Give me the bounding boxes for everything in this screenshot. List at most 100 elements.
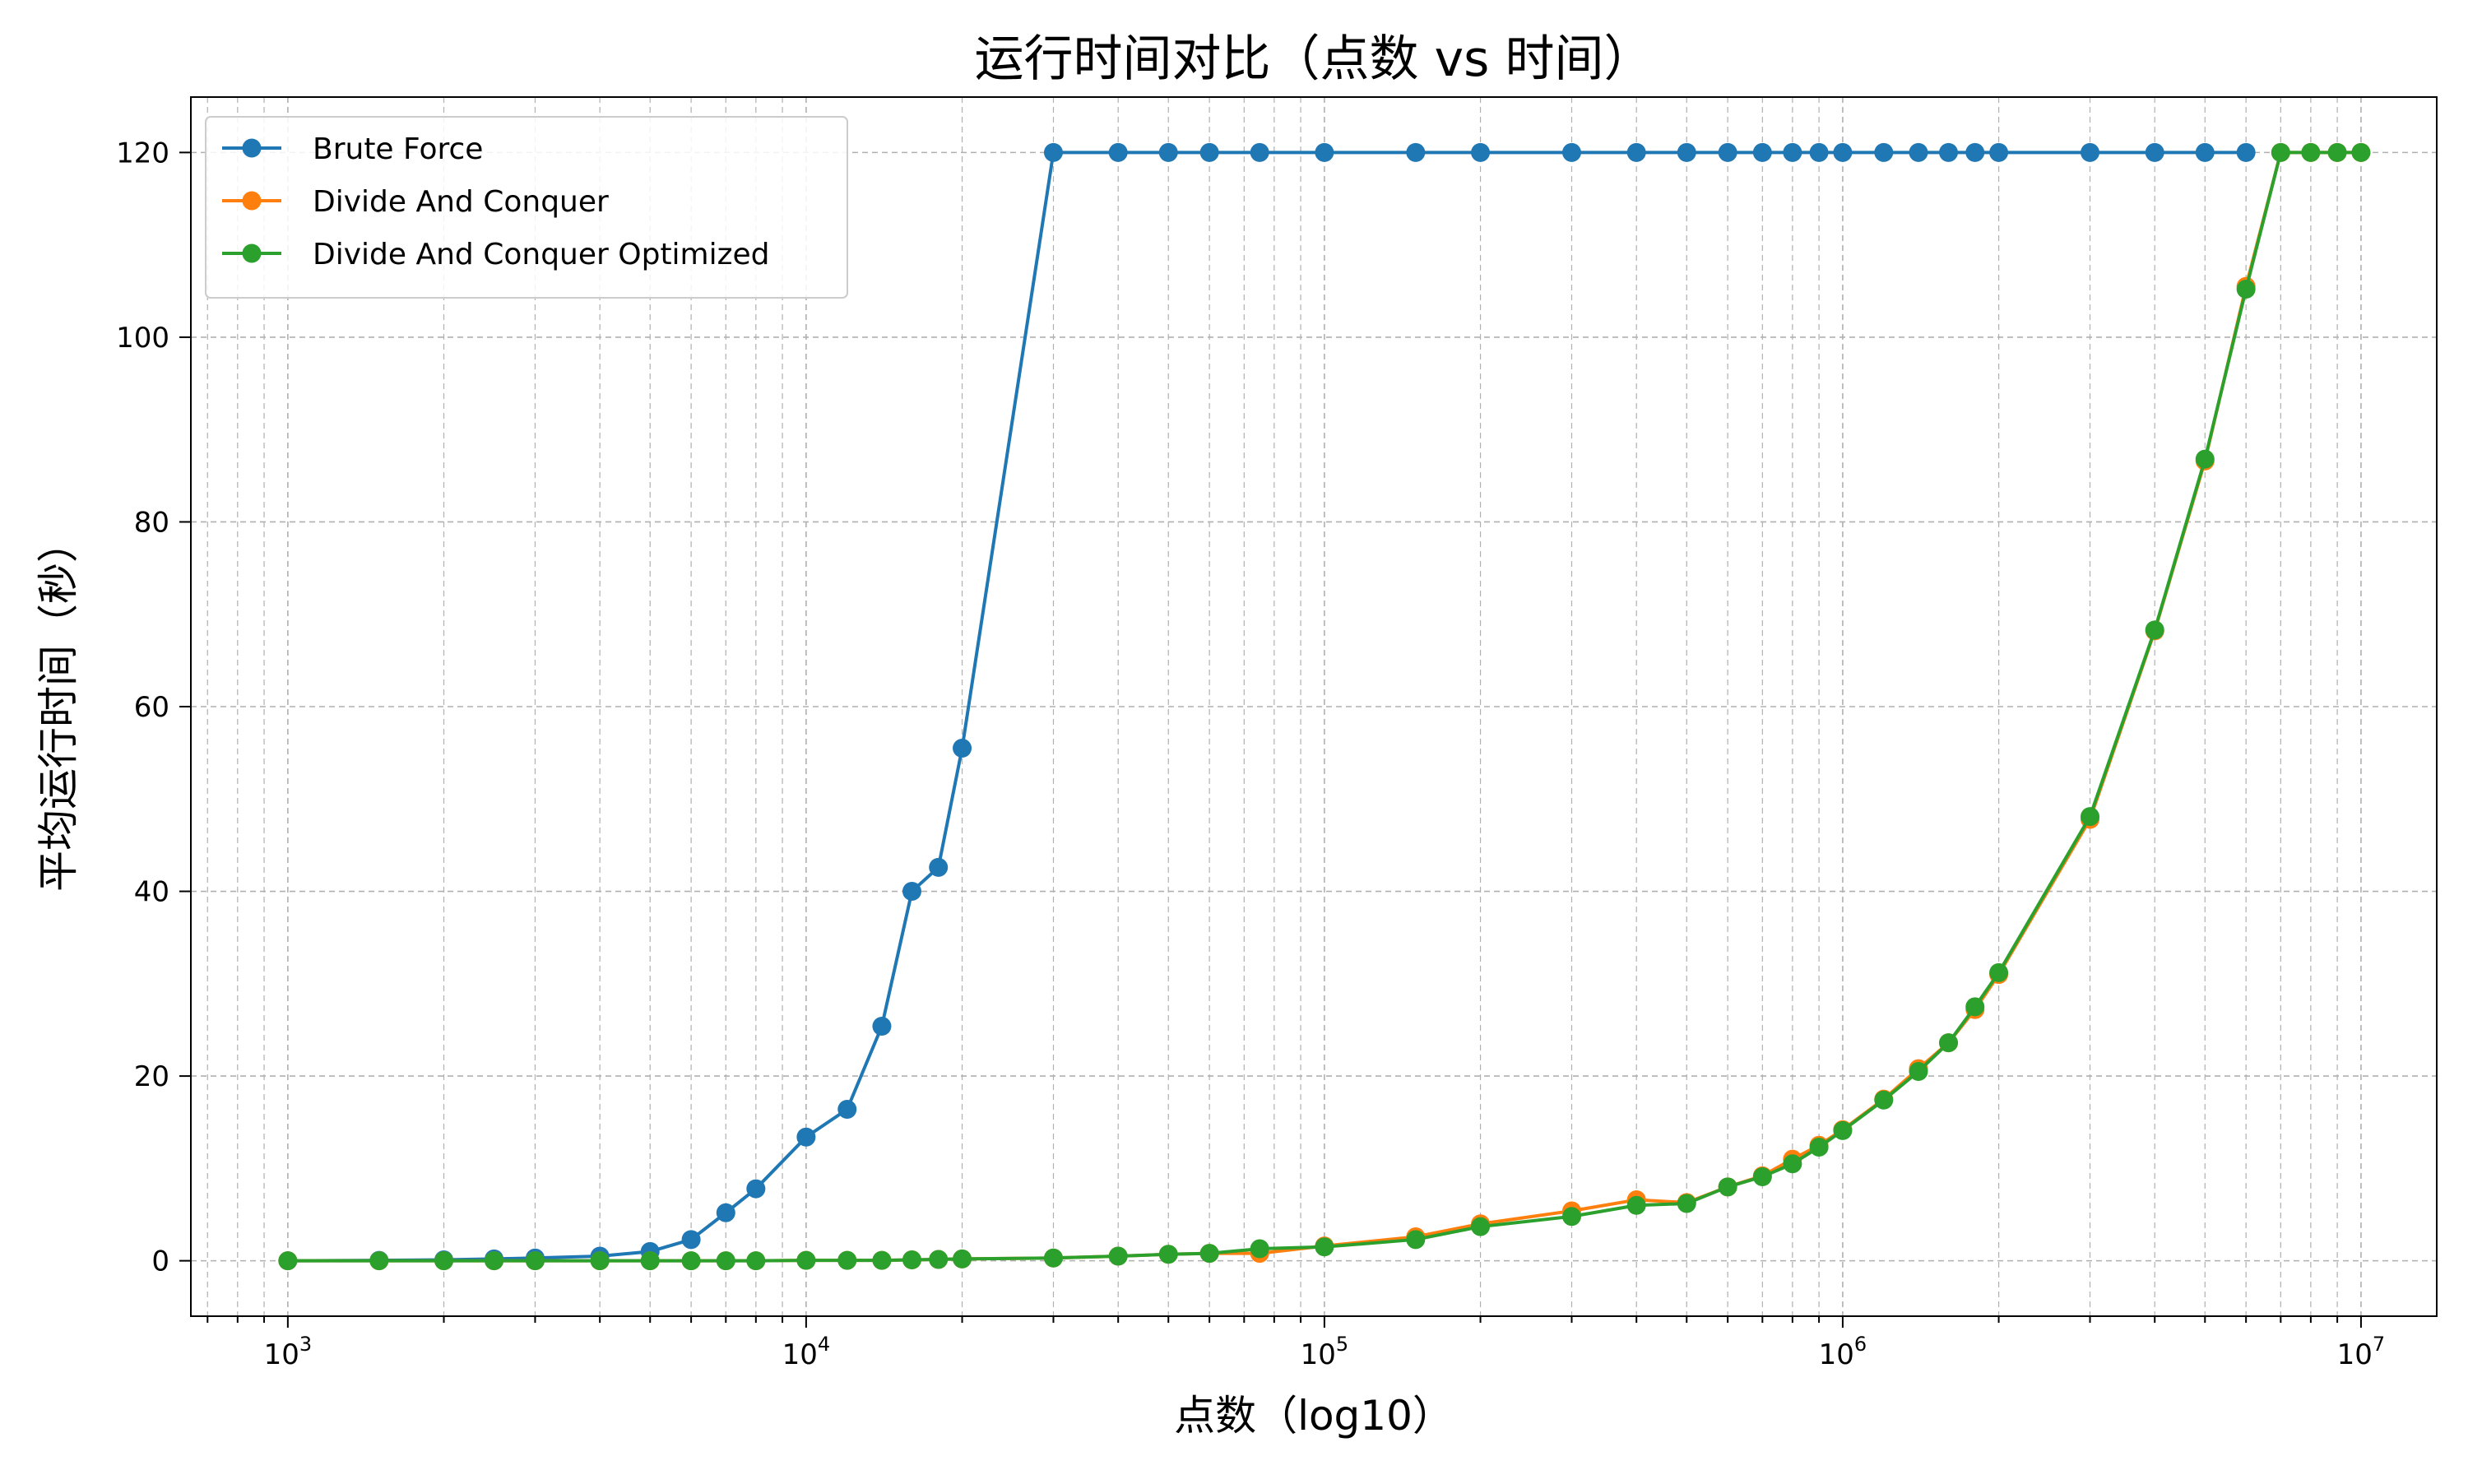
data-point <box>872 1016 892 1036</box>
series-group <box>278 142 2371 1271</box>
data-point <box>1752 1166 1772 1186</box>
x-tick-label-exponent: 7 <box>2373 1333 2385 1356</box>
data-point <box>525 1251 545 1271</box>
data-point <box>1108 1246 1128 1266</box>
data-point <box>2271 142 2290 162</box>
data-point <box>1939 1033 1959 1053</box>
y-tick-label: 60 <box>134 691 169 724</box>
x-axis-title: 点数（log10） <box>1174 1392 1454 1440</box>
x-tick-label: 103 <box>264 1333 313 1371</box>
legend-box <box>205 116 848 299</box>
data-point <box>681 1230 701 1250</box>
data-point <box>902 882 921 902</box>
data-point <box>278 1251 298 1271</box>
legend-marker <box>242 138 262 158</box>
data-point <box>1874 142 1894 162</box>
legend-marker <box>242 191 262 211</box>
data-point <box>681 1251 701 1271</box>
x-tick-label: 106 <box>1819 1333 1867 1371</box>
x-tick-label-exponent: 5 <box>1336 1333 1348 1356</box>
data-point <box>1158 1245 1178 1264</box>
data-point <box>2351 142 2371 162</box>
data-point <box>902 1250 921 1270</box>
data-point <box>1043 142 1063 162</box>
x-tick-label-base: 10 <box>2337 1338 2373 1371</box>
data-point <box>837 1100 857 1120</box>
x-tick-label-base: 10 <box>264 1338 299 1371</box>
y-tick-label: 120 <box>116 137 169 169</box>
data-point <box>590 1251 610 1271</box>
legend: Brute Force Divide And Conquer Divide And … <box>205 116 848 299</box>
y-axis-title: 平均运行时间（秒） <box>35 522 82 892</box>
data-point <box>1471 1217 1491 1236</box>
data-point <box>2236 280 2256 299</box>
data-point <box>2081 142 2100 162</box>
data-point <box>796 1250 816 1270</box>
data-point <box>1315 1237 1334 1257</box>
data-point <box>640 1251 660 1271</box>
data-point <box>1833 1120 1853 1140</box>
x-tick-label-exponent: 4 <box>818 1333 830 1356</box>
data-point <box>1199 1244 1219 1264</box>
data-point <box>796 1127 816 1147</box>
data-point <box>1561 1207 1581 1227</box>
data-point <box>1909 142 1928 162</box>
y-tick-label: 20 <box>134 1060 169 1093</box>
data-point <box>1989 962 2009 982</box>
data-point <box>2145 142 2164 162</box>
legend-label: Divide And Conquer Optimized <box>313 238 770 271</box>
legend-marker <box>242 243 262 263</box>
data-point <box>2301 142 2321 162</box>
x-tick-label-base: 10 <box>1819 1338 1854 1371</box>
data-point <box>1939 142 1959 162</box>
data-point <box>1718 142 1737 162</box>
data-point <box>746 1179 766 1199</box>
data-point <box>1783 1154 1802 1174</box>
data-point <box>746 1251 766 1271</box>
data-point <box>1965 997 1985 1017</box>
data-point <box>2236 142 2256 162</box>
data-point <box>1677 142 1696 162</box>
data-point <box>716 1251 735 1271</box>
data-point <box>872 1250 892 1270</box>
series-divide-and-conquer-optimized <box>278 142 2371 1271</box>
data-point <box>1626 1195 1646 1215</box>
legend-item: Divide And Conquer Optimized <box>222 238 770 271</box>
chart-title: 运行时间对比（点数 vs 时间） <box>975 30 1654 88</box>
data-point <box>837 1250 857 1270</box>
data-point <box>2195 449 2215 469</box>
data-point <box>1677 1194 1696 1213</box>
data-point <box>1108 142 1128 162</box>
data-point <box>485 1251 504 1271</box>
data-point <box>1199 142 1219 162</box>
legend-item: Divide And Conquer <box>222 185 609 219</box>
data-point <box>1158 142 1178 162</box>
data-point <box>1809 142 1829 162</box>
x-tick-label-base: 10 <box>782 1338 818 1371</box>
data-point <box>1626 142 1646 162</box>
data-point <box>1043 1248 1063 1268</box>
y-tick-label: 80 <box>134 506 169 539</box>
data-point <box>716 1203 735 1222</box>
data-point <box>1561 142 1581 162</box>
data-point <box>1752 142 1772 162</box>
data-point <box>434 1251 454 1271</box>
data-point <box>2081 807 2100 827</box>
x-tick-label: 107 <box>2337 1333 2386 1371</box>
data-point <box>953 739 972 758</box>
data-point <box>1809 1138 1829 1157</box>
x-tick-label: 105 <box>1301 1333 1349 1371</box>
data-point <box>1783 142 1802 162</box>
grid <box>191 97 2437 1316</box>
data-point <box>1874 1090 1894 1110</box>
data-point <box>1250 142 1269 162</box>
data-point <box>1471 142 1491 162</box>
data-point <box>1315 142 1334 162</box>
y-tick-label: 100 <box>116 322 169 355</box>
data-point <box>953 1249 972 1268</box>
legend-item: Brute Force <box>222 132 483 166</box>
data-point <box>929 1250 949 1269</box>
